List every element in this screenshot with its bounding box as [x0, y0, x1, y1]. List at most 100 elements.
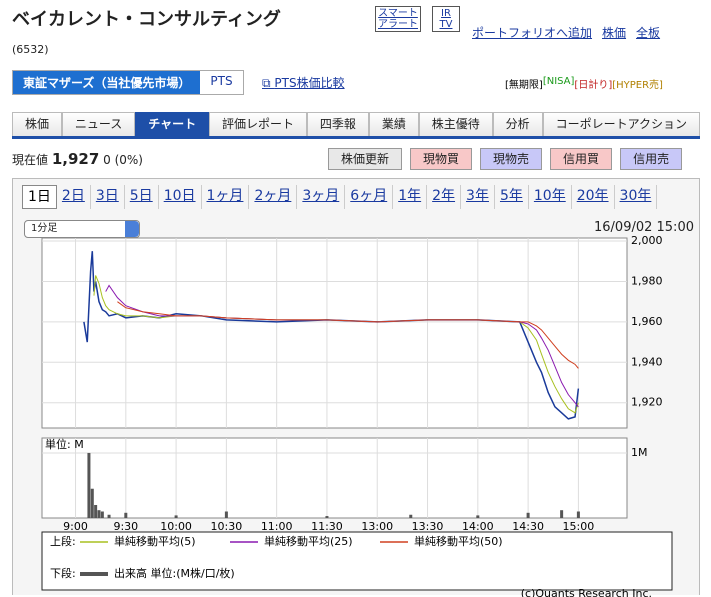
x-tick-label: 11:30: [311, 520, 343, 533]
chart: 1,920 1,940 1,960 1,980 2,000 9:00 9:30 10:00 10…: [41, 234, 673, 597]
x-tick-label: 15:00: [563, 520, 595, 533]
trade-button[interactable]: 株価更新: [328, 148, 403, 170]
period-tab[interactable]: 30年: [615, 185, 658, 209]
x-tick-label: 14:30: [512, 520, 544, 533]
plot-area: [41, 437, 628, 519]
ir-line[interactable]: IR: [441, 8, 451, 19]
x-tick-label: 11:00: [261, 520, 293, 533]
period-tab[interactable]: 1年: [393, 185, 428, 209]
legend-entry: 出来高 単位:(M株/口/枚): [114, 566, 235, 580]
alert-button[interactable]: スマート アラート: [375, 6, 421, 32]
badge: [HYPER売]: [612, 80, 663, 91]
y-tick-label: 2,000: [631, 234, 663, 247]
period-tab[interactable]: 2ヶ月: [249, 185, 298, 209]
trade-button[interactable]: 現物売: [480, 148, 543, 170]
badge: [日計り]: [574, 80, 613, 91]
period-tab[interactable]: 1日: [22, 185, 57, 209]
timestamp: 16/09/02 15:00: [594, 220, 694, 235]
x-tick-label: 10:00: [160, 520, 192, 533]
nav-tab[interactable]: 評価レポート: [209, 112, 307, 136]
period-tab[interactable]: 5年: [495, 185, 529, 209]
pts-link-text[interactable]: PTS株価比較: [274, 76, 345, 90]
quote: 現在値 1,927 0 (0%): [12, 150, 143, 168]
alert-line[interactable]: スマート: [378, 8, 418, 19]
volume-bar: [560, 510, 564, 518]
x-tick-label: 13:30: [412, 520, 444, 533]
trade-button[interactable]: 信用買: [550, 148, 613, 170]
x-tick-label: 9:30: [113, 520, 138, 533]
volume-bar: [100, 511, 104, 518]
volume-bar: [576, 511, 580, 518]
nav-tab[interactable]: 株価: [12, 112, 62, 136]
series-line: [117, 301, 579, 369]
legend-entry: 単純移動平均(50): [414, 534, 503, 548]
period-tab[interactable]: 20年: [572, 185, 615, 209]
legend-box: [41, 531, 673, 591]
nav-tab[interactable]: コーポレートアクション: [542, 112, 700, 136]
period-tab[interactable]: 10年: [529, 185, 572, 209]
volume-bar: [94, 504, 98, 518]
period-tab[interactable]: 5日: [125, 185, 159, 209]
market-tab[interactable]: PTS: [200, 71, 243, 94]
x-tick-label: 14:00: [462, 520, 494, 533]
nav-tab[interactable]: ニュース: [61, 112, 136, 136]
period-tab[interactable]: 2日: [57, 185, 91, 209]
volume-bar: [90, 488, 94, 518]
trade-button[interactable]: 現物買: [410, 148, 473, 170]
trade-button[interactable]: 信用売: [620, 148, 683, 170]
market-tab[interactable]: 東証マザーズ（当社優先市場）: [13, 71, 201, 94]
volume-bar: [224, 511, 228, 518]
volume-bar: [476, 515, 480, 518]
volume-bar: [174, 515, 178, 518]
nav-tab[interactable]: 業績: [368, 112, 419, 136]
pts-link[interactable]: ⧉ PTS株価比較: [262, 76, 345, 90]
copyright: (c)Quants Research Inc.: [521, 587, 652, 597]
period-tab[interactable]: 6ヶ月: [345, 185, 394, 209]
interval-text[interactable]: 1分足: [31, 223, 58, 234]
volume-bar: [107, 514, 111, 518]
quote-price: 1,927: [51, 150, 100, 168]
y-axis-label: 単位: M: [45, 437, 84, 451]
volume-bar: [124, 512, 128, 518]
trade-buttons: 株価更新 現物買 現物売 信用買 信用売: [328, 148, 683, 170]
period-tab[interactable]: 10日: [159, 185, 202, 209]
code: (6532): [12, 43, 49, 56]
plot-area: [41, 237, 628, 429]
header-link[interactable]: 株価: [602, 26, 627, 40]
nav-tab[interactable]: 株主優待: [418, 112, 493, 136]
volume-bar: [325, 516, 329, 518]
ir-line[interactable]: TV: [439, 19, 453, 30]
volume-bar: [97, 510, 101, 518]
ir-button[interactable]: IR TV: [432, 6, 460, 32]
y-tick-label: 1M: [631, 446, 648, 459]
quote-change: 0 (0%): [103, 153, 143, 167]
period-tab[interactable]: 2年: [427, 185, 462, 209]
volume-bar: [409, 514, 413, 518]
header-link[interactable]: 全板: [636, 26, 661, 40]
period-tab[interactable]: 1ヶ月: [202, 185, 250, 209]
y-tick-label: 1,920: [631, 396, 663, 409]
period-tab[interactable]: 3ヶ月: [297, 185, 346, 209]
y-tick-label: 1,980: [631, 274, 663, 287]
market-tabs: 東証マザーズ（当社優先市場） PTS: [12, 70, 244, 95]
nav-tab[interactable]: 分析: [492, 112, 543, 136]
header-links: ポートフォリオへ追加 株価 全板: [472, 24, 660, 41]
legend-entry: 単純移動平均(5): [114, 534, 196, 548]
y-tick-label: 1,940: [631, 355, 663, 368]
x-tick-label: 13:00: [361, 520, 393, 533]
legend-label: 下段:: [50, 566, 76, 580]
badges: [無期限] [NISA] [日計り] [HYPER売]: [505, 76, 663, 91]
nav-tab[interactable]: チャート: [135, 112, 210, 136]
period-tabs: 1日 2日 3日 5日 10日 1ヶ月 2ヶ月 3ヶ月 6ヶ月 1年 2年 3年 5年 10年 20年 30年: [22, 185, 658, 209]
stock-name: ベイカレント・コンサルティング (6532): [12, 6, 282, 64]
period-tab[interactable]: 3年: [461, 185, 495, 209]
legend-label: 上段:: [50, 534, 76, 548]
badge: [無期限]: [505, 80, 543, 91]
nav-tab[interactable]: 四季報: [306, 112, 369, 136]
badge: [NISA]: [542, 76, 575, 87]
alert-line[interactable]: アラート: [378, 19, 418, 30]
header-link[interactable]: ポートフォリオへ追加: [472, 26, 593, 40]
nav-bar: 株価 ニュース チャート 評価レポート 四季報 業績 株主優待 分析 コーポレートアクション: [12, 112, 700, 139]
period-tab[interactable]: 3日: [91, 185, 125, 209]
